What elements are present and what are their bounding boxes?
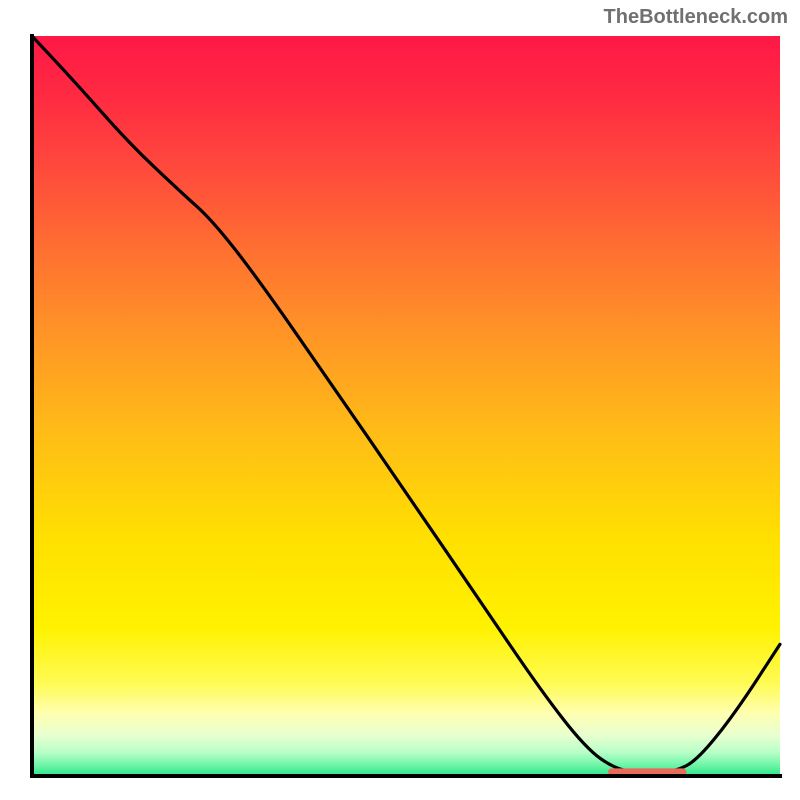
chart-root: TheBottleneck.com	[0, 0, 800, 800]
plot-background	[32, 36, 780, 776]
chart-svg	[0, 0, 800, 800]
